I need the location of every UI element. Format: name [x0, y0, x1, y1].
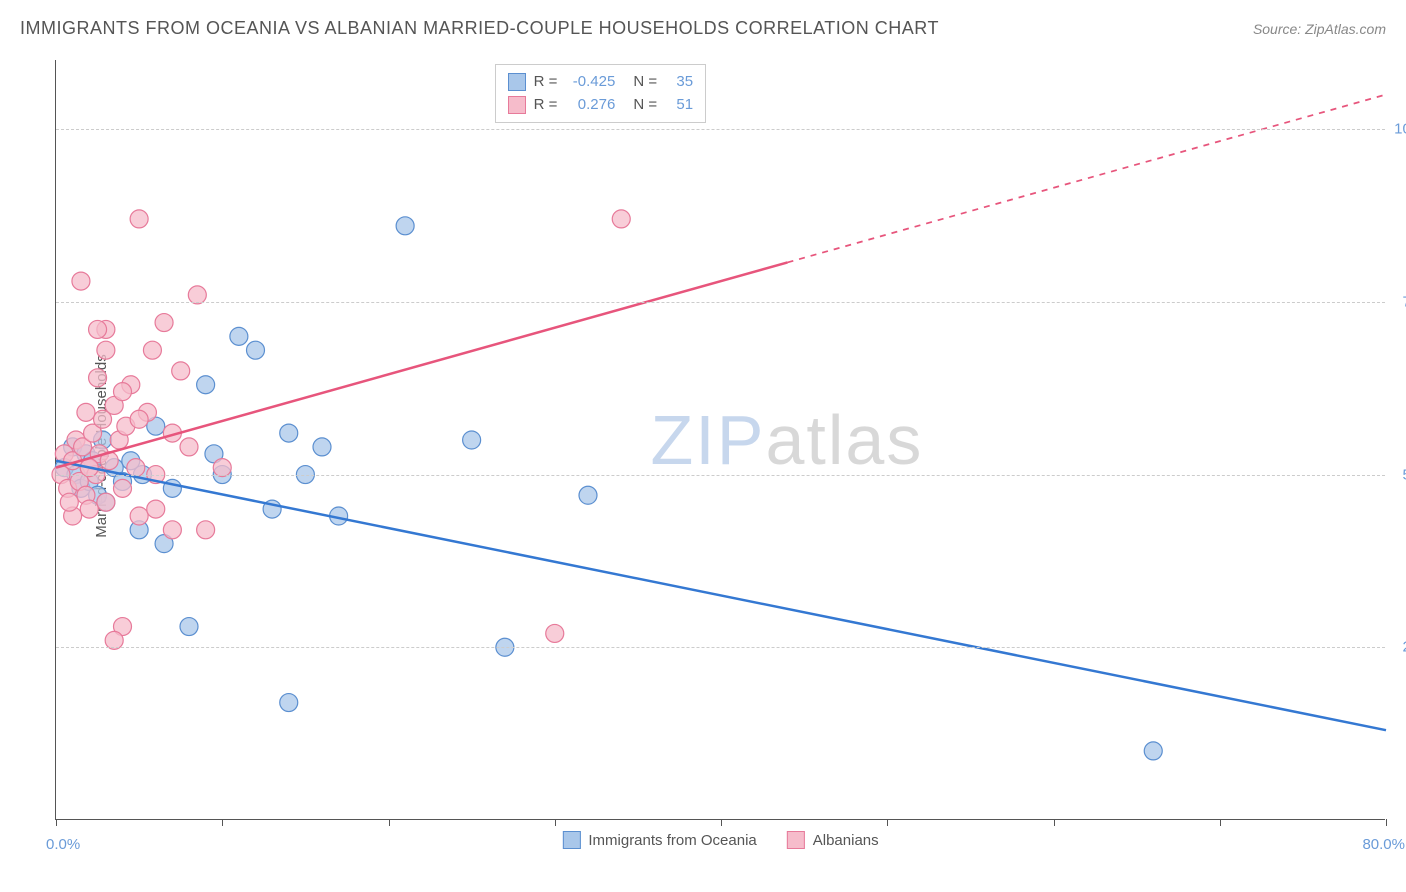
scatter-point — [72, 272, 90, 290]
x-max-label: 80.0% — [1362, 836, 1405, 853]
scatter-point — [579, 486, 597, 504]
scatter-point — [163, 521, 181, 539]
scatter-point — [230, 327, 248, 345]
y-tick-label: 75.0% — [1390, 293, 1406, 310]
scatter-point — [147, 500, 165, 518]
x-tick — [222, 819, 223, 826]
scatter-point — [130, 210, 148, 228]
legend-item: Albanians — [787, 831, 879, 849]
scatter-point — [612, 210, 630, 228]
x-tick — [389, 819, 390, 826]
x-tick — [555, 819, 556, 826]
scatter-point — [280, 424, 298, 442]
scatter-point — [197, 521, 215, 539]
scatter-point — [97, 341, 115, 359]
gridline — [56, 129, 1385, 130]
scatter-point — [172, 362, 190, 380]
scatter-point — [114, 479, 132, 497]
x-tick — [887, 819, 888, 826]
gridline — [56, 475, 1385, 476]
scatter-point — [77, 403, 95, 421]
scatter-point — [97, 493, 115, 511]
x-tick — [56, 819, 57, 826]
scatter-point — [313, 438, 331, 456]
scatter-point — [80, 500, 98, 518]
legend-item: Immigrants from Oceania — [562, 831, 756, 849]
plot-area: ZIPatlas 25.0%50.0%75.0%100.0% R =-0.425… — [55, 60, 1385, 820]
y-tick-label: 25.0% — [1390, 639, 1406, 656]
x-tick — [1220, 819, 1221, 826]
series-legend: Immigrants from Oceania Albanians — [562, 831, 878, 849]
source-attribution: Source: ZipAtlas.com — [1253, 21, 1386, 37]
gridline — [56, 647, 1385, 648]
trend-line — [56, 262, 788, 467]
scatter-point — [155, 314, 173, 332]
x-tick — [1054, 819, 1055, 826]
scatter-point — [114, 383, 132, 401]
x-tick — [721, 819, 722, 826]
legend-label: Albanians — [813, 832, 879, 849]
legend-label: Immigrants from Oceania — [588, 832, 756, 849]
scatter-point — [89, 369, 107, 387]
scatter-point — [247, 341, 265, 359]
scatter-point — [89, 320, 107, 338]
gridline — [56, 302, 1385, 303]
correlation-legend: R =-0.425N =35R =0.276N =51 — [495, 64, 707, 123]
legend-swatch — [508, 96, 526, 114]
scatter-point — [463, 431, 481, 449]
scatter-point — [180, 618, 198, 636]
chart-title: IMMIGRANTS FROM OCEANIA VS ALBANIAN MARR… — [20, 18, 939, 39]
legend-swatch — [787, 831, 805, 849]
scatter-point — [130, 410, 148, 428]
scatter-point — [280, 694, 298, 712]
scatter-point — [197, 376, 215, 394]
trend-line-extrapolated — [788, 95, 1387, 263]
correlation-row: R =0.276N =51 — [508, 94, 694, 117]
scatter-point — [180, 438, 198, 456]
y-tick-label: 100.0% — [1390, 121, 1406, 138]
scatter-point — [130, 507, 148, 525]
scatter-point — [396, 217, 414, 235]
trend-line — [56, 461, 1386, 730]
scatter-point — [60, 493, 78, 511]
x-tick — [1386, 819, 1387, 826]
correlation-row: R =-0.425N =35 — [508, 71, 694, 94]
scatter-point — [143, 341, 161, 359]
scatter-point — [546, 624, 564, 642]
chart-svg — [56, 60, 1386, 820]
x-min-label: 0.0% — [46, 836, 80, 853]
y-tick-label: 50.0% — [1390, 466, 1406, 483]
scatter-point — [1144, 742, 1162, 760]
legend-swatch — [562, 831, 580, 849]
legend-swatch — [508, 73, 526, 91]
